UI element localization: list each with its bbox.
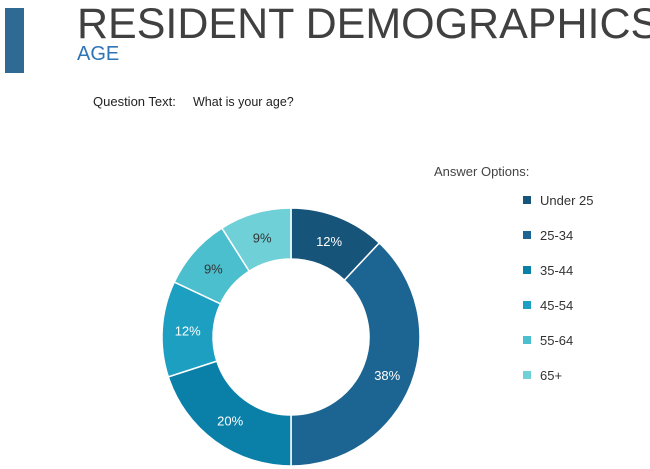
legend-swatch — [523, 336, 531, 344]
data-label: 20% — [217, 414, 243, 429]
legend-swatch — [523, 231, 531, 239]
legend-label: 25-34 — [540, 228, 573, 243]
subtitle: AGE — [77, 43, 119, 65]
legend-title: Answer Options: — [434, 164, 529, 179]
legend-label: 55-64 — [540, 333, 573, 348]
donut-segment — [220, 207, 292, 273]
data-label: 9% — [204, 262, 223, 277]
legend-label: 35-44 — [540, 263, 573, 278]
question-label: Question Text: — [93, 94, 176, 109]
legend-swatch — [523, 266, 531, 274]
legend-swatch — [523, 196, 531, 204]
data-label: 12% — [316, 234, 342, 249]
title: RESIDENT DEMOGRAPHICS — [77, 0, 650, 48]
legend-label: 65+ — [540, 368, 562, 383]
data-label: 12% — [175, 324, 201, 339]
legend-swatch — [523, 301, 531, 309]
donut-chart: 12% 38% 20% 12% 9% 9% — [161, 207, 421, 467]
legend-label: Under 25 — [540, 193, 593, 208]
data-label: 9% — [253, 231, 272, 246]
accent-bar — [5, 8, 24, 73]
legend: Under 25 25-34 35-44 45-54 55-64 65+ — [523, 193, 593, 383]
donut-segment — [290, 241, 421, 467]
data-label: 38% — [374, 368, 400, 383]
question: What is your age? — [193, 95, 294, 109]
legend-label: 45-54 — [540, 298, 573, 313]
legend-swatch — [523, 371, 531, 379]
